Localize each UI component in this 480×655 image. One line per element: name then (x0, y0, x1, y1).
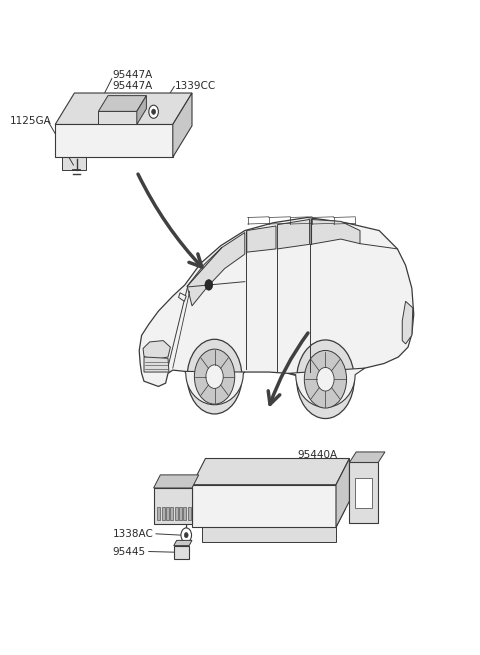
Text: 95440A: 95440A (298, 450, 338, 460)
Polygon shape (62, 157, 86, 170)
Polygon shape (179, 508, 182, 520)
Circle shape (317, 367, 334, 391)
Polygon shape (175, 508, 178, 520)
Polygon shape (139, 217, 414, 386)
Polygon shape (55, 124, 173, 157)
Polygon shape (311, 219, 360, 244)
Text: 1338AC: 1338AC (113, 529, 154, 539)
Polygon shape (174, 540, 192, 546)
Polygon shape (192, 458, 349, 485)
Circle shape (184, 533, 188, 538)
Polygon shape (202, 509, 346, 527)
Polygon shape (349, 462, 378, 523)
Circle shape (187, 339, 242, 414)
Polygon shape (179, 293, 186, 301)
Polygon shape (277, 219, 310, 249)
Polygon shape (336, 458, 349, 527)
Text: 1339CC: 1339CC (175, 81, 216, 92)
Circle shape (149, 105, 158, 119)
Polygon shape (247, 226, 276, 252)
Polygon shape (98, 96, 146, 111)
Circle shape (297, 340, 354, 419)
Polygon shape (187, 233, 245, 306)
Polygon shape (188, 508, 191, 520)
Polygon shape (137, 96, 146, 124)
Circle shape (205, 280, 213, 290)
Circle shape (304, 350, 347, 408)
Polygon shape (185, 371, 245, 405)
Polygon shape (202, 527, 336, 542)
Text: 1125GA: 1125GA (10, 116, 51, 126)
Text: 95445: 95445 (113, 546, 146, 557)
Polygon shape (55, 93, 192, 124)
Polygon shape (170, 508, 173, 520)
Polygon shape (62, 148, 92, 157)
Polygon shape (157, 508, 160, 520)
Polygon shape (349, 452, 385, 462)
Circle shape (194, 349, 235, 404)
Text: 95447A: 95447A (113, 81, 153, 91)
Polygon shape (154, 488, 192, 524)
Polygon shape (98, 111, 137, 124)
Polygon shape (192, 485, 336, 527)
Polygon shape (162, 508, 165, 520)
Polygon shape (183, 508, 186, 520)
Polygon shape (144, 357, 169, 372)
Circle shape (152, 109, 156, 115)
Polygon shape (173, 93, 192, 157)
Polygon shape (174, 546, 189, 559)
Text: 95447A: 95447A (113, 70, 153, 81)
Polygon shape (288, 368, 365, 407)
Polygon shape (166, 508, 169, 520)
Polygon shape (143, 341, 170, 360)
Polygon shape (355, 478, 372, 508)
Polygon shape (154, 475, 199, 488)
Polygon shape (402, 301, 413, 344)
Circle shape (206, 365, 223, 388)
Circle shape (181, 528, 192, 542)
